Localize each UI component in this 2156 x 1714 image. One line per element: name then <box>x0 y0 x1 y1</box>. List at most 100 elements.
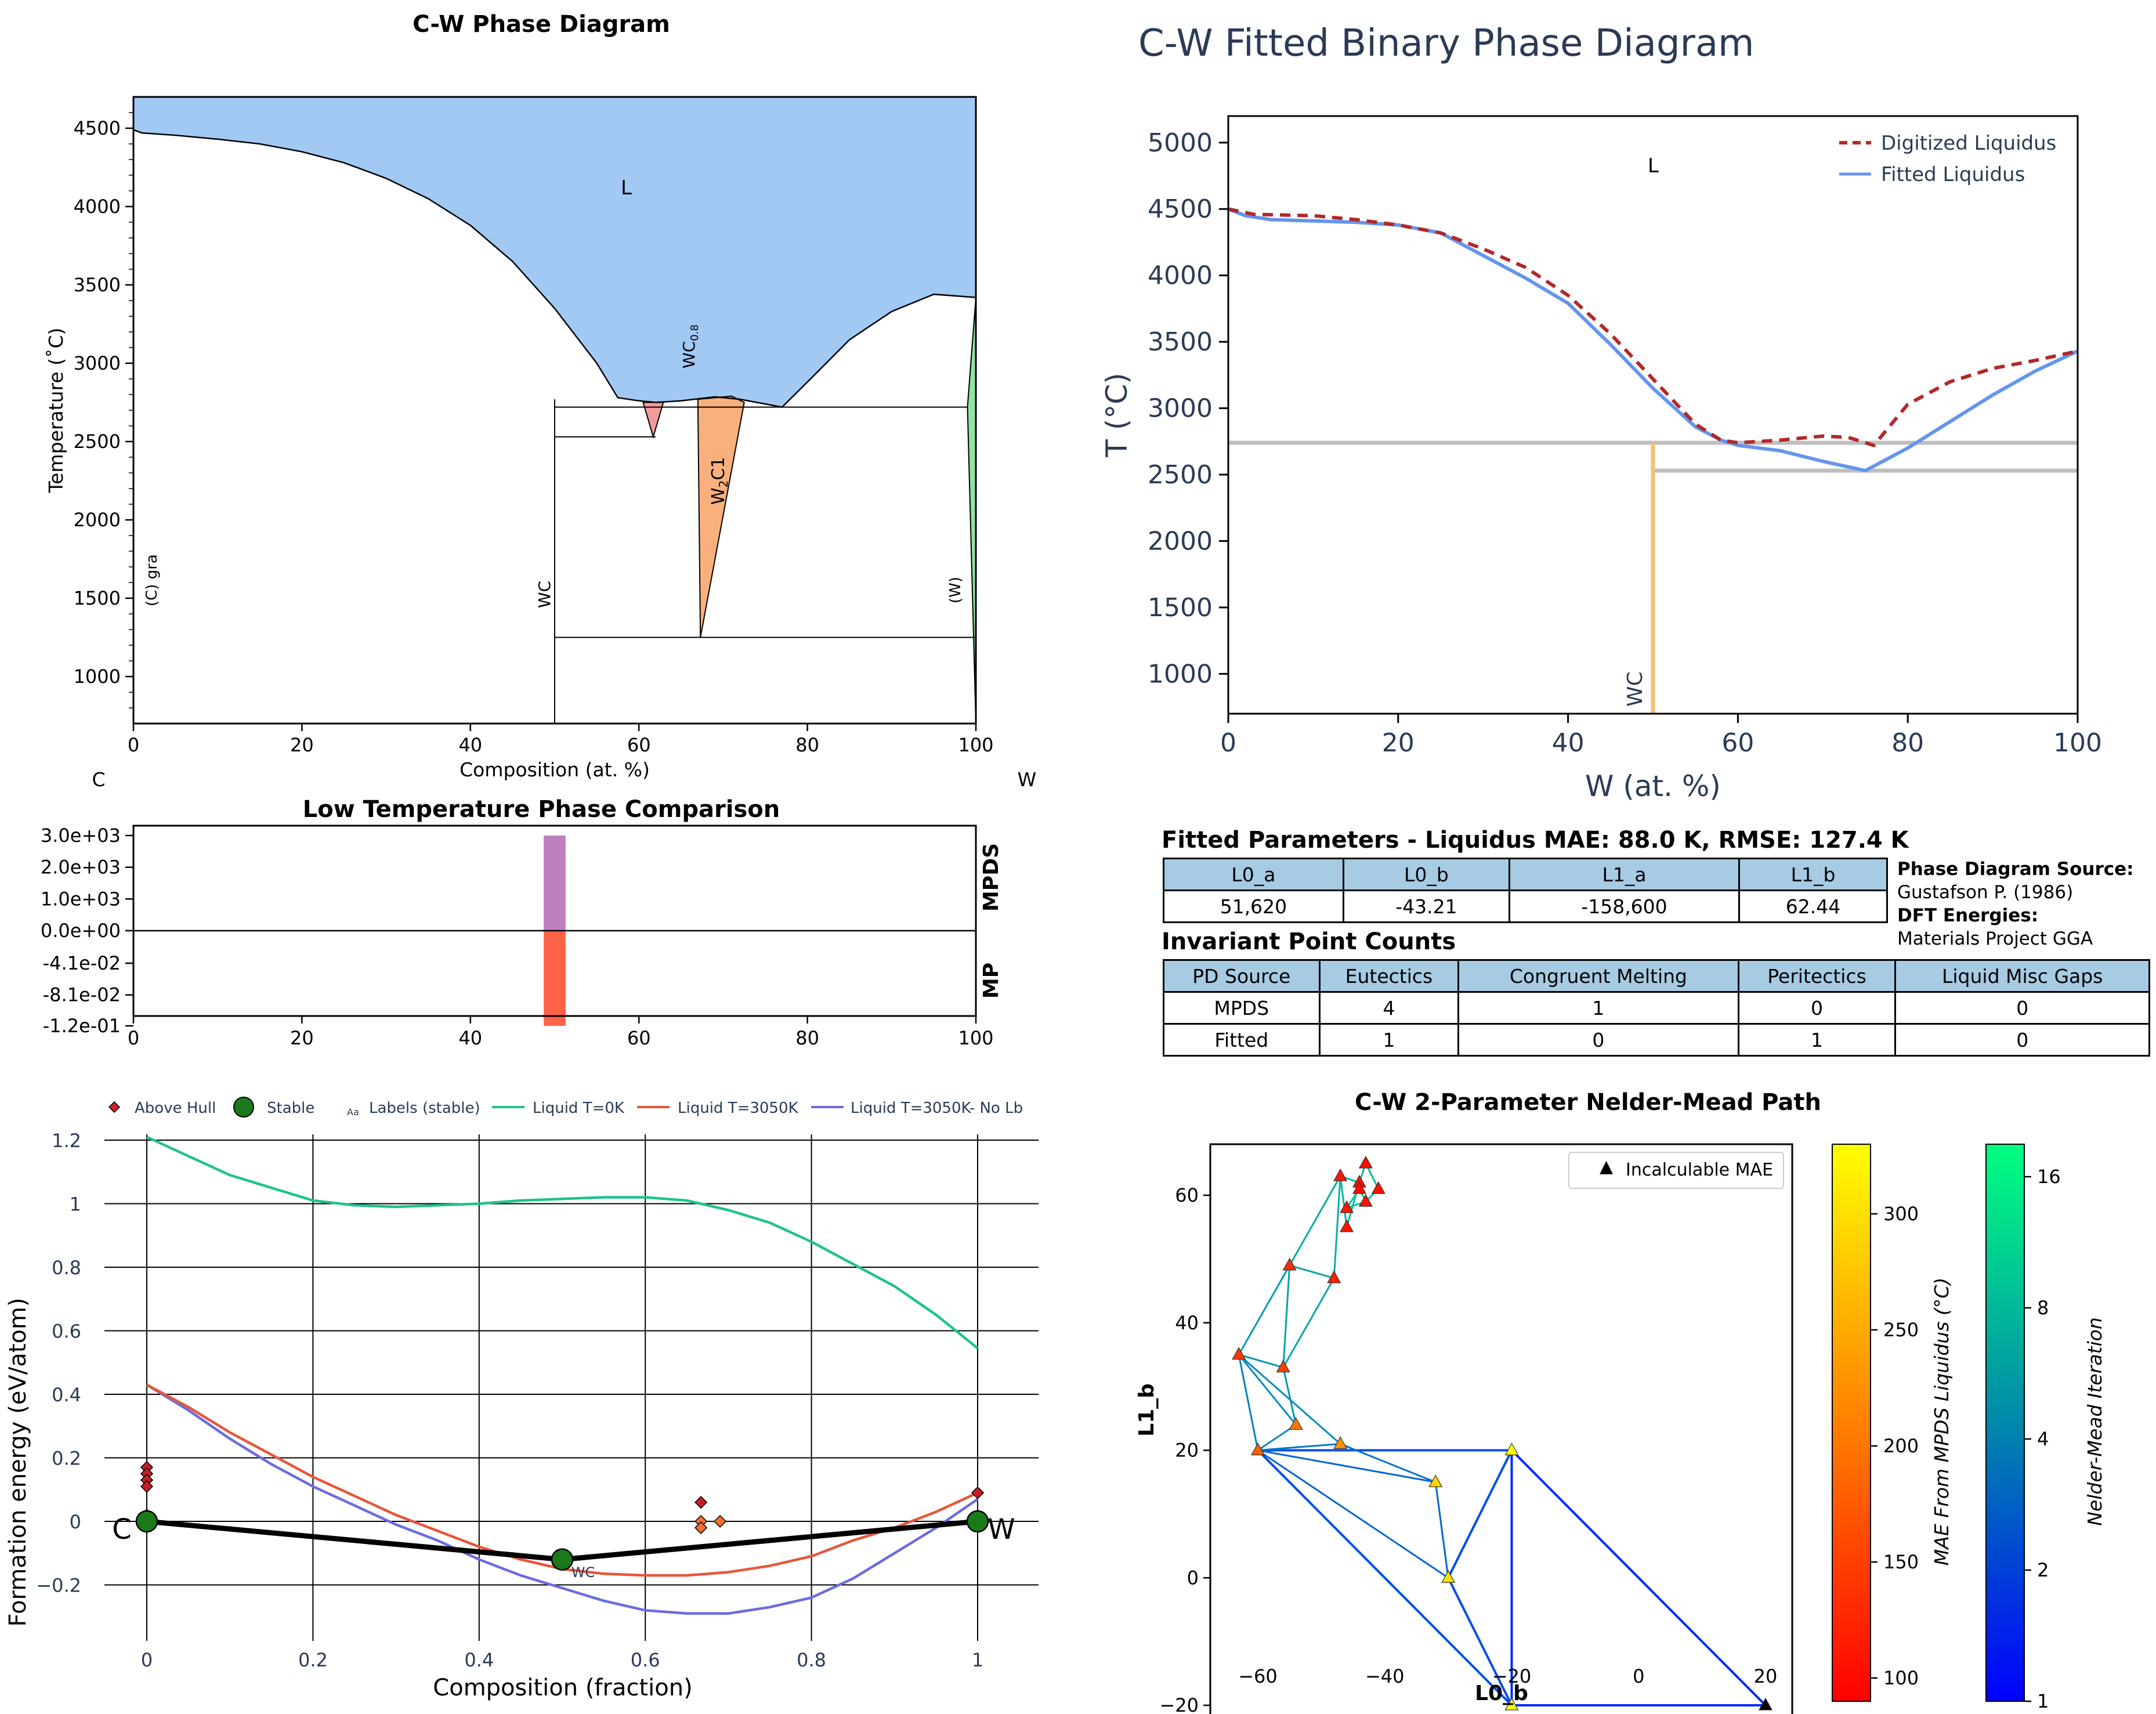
nm-vertex-marker <box>1333 1168 1348 1181</box>
legend-stable: Stable <box>267 1100 314 1117</box>
inv-header-eutectics: Eutectics <box>1318 959 1460 993</box>
hull-xlabel: Composition (fraction) <box>433 1675 692 1701</box>
low-temp-svg: Low Temperature Phase Comparison 3.0e+03… <box>41 796 1003 1049</box>
fitted-legend: Digitized Liquidus Fitted Liquidus <box>1839 132 2056 186</box>
x-tick-label: 0 <box>141 1649 153 1671</box>
above-hull-marker <box>714 1514 727 1528</box>
y-tick-label: 2000 <box>74 509 121 531</box>
left-element-label: C <box>92 768 105 791</box>
nm-vertex-marker <box>1327 1270 1341 1283</box>
inv-header-source: PD Source <box>1163 959 1321 993</box>
params-value-l0b: -43.21 <box>1342 889 1511 923</box>
compound-region <box>967 297 976 724</box>
y-tick-label: 2.0e+03 <box>41 856 121 878</box>
y-tick-label: 3000 <box>1148 394 1213 424</box>
inv-cell: 1 <box>1457 991 1739 1025</box>
nm-vertex-marker <box>1340 1219 1354 1232</box>
phase-diagram-title: C-W Phase Diagram <box>413 11 670 38</box>
inv-cell: 4 <box>1318 991 1460 1025</box>
params-value-l1b: 62.44 <box>1738 889 1889 923</box>
y-tick-label: 4000 <box>74 196 121 218</box>
stable-marker <box>551 1548 574 1571</box>
x-tick-label: 60 <box>1721 728 1754 758</box>
c-gra-region-label: (C) gra <box>143 554 161 606</box>
nm-path-edge <box>1289 1176 1341 1266</box>
y-tick-label: 1000 <box>74 666 121 688</box>
y-tick-label: 40 <box>1175 1312 1199 1334</box>
x-tick-label: 0 <box>128 1027 139 1049</box>
cbar1-tick-label: 300 <box>1883 1203 1919 1225</box>
cbar2-tick-label: 16 <box>2037 1166 2061 1188</box>
nm-path-edge <box>1238 1354 1297 1426</box>
y-tick-label: -4.1e-02 <box>43 952 121 974</box>
x-tick-label: 100 <box>2053 728 2102 758</box>
cbar2-tick-label: 1 <box>2037 1690 2049 1712</box>
x-tick-label: 20 <box>1754 1665 1778 1687</box>
x-tick-label: 80 <box>1891 728 1924 758</box>
fitted-liquid-label: L <box>1648 154 1659 178</box>
wc-region-label: WC <box>535 581 554 608</box>
params-header-l0b: L0_b <box>1342 858 1511 891</box>
cbar1-tick-label: 200 <box>1883 1435 1919 1457</box>
y-tick-label: -8.1e-02 <box>43 984 121 1006</box>
w2c-region-label: W2C1 <box>708 457 730 505</box>
x-tick-label: 20 <box>290 734 314 756</box>
liquid-t3050-nolb-line <box>146 1383 979 1615</box>
nm-path-edge <box>1238 1354 1284 1369</box>
x-tick-label: 0 <box>1633 1665 1644 1687</box>
hull-legend: Above Hull Stable Aa Labels (stable) Liq… <box>108 1097 1023 1118</box>
y-tick-label: 0 <box>70 1511 81 1533</box>
liquid-region <box>133 97 976 407</box>
dft-source-label: DFT Energies: <box>1897 905 2039 926</box>
iteration-colorbar-label: Nelder-Mead Iteration <box>2083 1317 2106 1526</box>
phase-diagram-svg: C-W Phase Diagram 0 20 40 60 80 100 1000 1500 20… <box>45 11 1037 791</box>
row-label-mp: MP <box>979 963 1003 999</box>
fitted-diagram-title: C-W Fitted Binary Phase Diagram <box>1138 22 1755 65</box>
row-label-mpds: MPDS <box>979 843 1003 912</box>
liquid-t0-line <box>146 1136 979 1350</box>
y-tick-label: 4000 <box>1148 261 1213 291</box>
low-temp-title: Low Temperature Phase Comparison <box>303 796 780 823</box>
fitted-compound-label: WC <box>1623 671 1647 707</box>
inv-header-congruent: Congruent Melting <box>1457 959 1739 993</box>
hull-panel: Above Hull Stable Aa Labels (stable) Liq… <box>0 1079 1085 1714</box>
x-tick-label: 1 <box>972 1649 983 1671</box>
nm-frame <box>1209 1143 1793 1714</box>
nm-path-edge <box>1282 1265 1291 1368</box>
y-tick-label: −0.2 <box>36 1575 81 1597</box>
x-tick-label: 0.6 <box>631 1649 660 1671</box>
above-hull-marker <box>694 1496 708 1509</box>
legend-liq3050: Liquid T=3050K <box>678 1100 799 1117</box>
nm-path-edge <box>1289 1264 1334 1279</box>
fitted-diagram-ylabel: T (°C) <box>1100 373 1134 457</box>
y-tick-label: −20 <box>1159 1694 1199 1714</box>
x-tick-label: 40 <box>458 734 482 756</box>
y-tick-label: 1.2 <box>52 1130 81 1152</box>
iteration-colorbar <box>1985 1144 2025 1702</box>
low-temp-panel: Low Temperature Phase Comparison 3.0e+03… <box>0 789 1085 1079</box>
nm-path-edge <box>1333 1176 1341 1278</box>
cbar2-tick-label: 2 <box>2037 1559 2049 1581</box>
y-tick-label: 5000 <box>1148 128 1213 158</box>
above-hull-marker <box>140 1480 154 1493</box>
invariants-table: PD Source Eutectics Congruent Melting Pe… <box>1163 959 2150 1057</box>
hull-label-w: W <box>987 1513 1015 1546</box>
nm-vertex-marker <box>1289 1417 1303 1430</box>
y-tick-label: -1.2e-01 <box>43 1015 121 1037</box>
inv-cell: Fitted <box>1163 1023 1321 1057</box>
nm-path-edge <box>1238 1354 1259 1451</box>
y-tick-label: 3500 <box>74 274 121 296</box>
nm-vertex-marker <box>1758 1697 1773 1711</box>
inv-cell: 1 <box>1318 1023 1460 1057</box>
right-element-label: W <box>1018 768 1037 791</box>
nm-vertex-marker <box>1358 1194 1373 1207</box>
inv-cell: 0 <box>1457 1023 1739 1057</box>
nm-path-edge <box>1257 1449 1449 1579</box>
nm-vertex-marker <box>1358 1155 1373 1169</box>
pd-source-label: Phase Diagram Source: <box>1897 859 2134 880</box>
y-tick-label: 0.6 <box>52 1321 81 1343</box>
inv-cell: 0 <box>1894 991 2150 1025</box>
y-tick-label: 0 <box>1187 1567 1199 1589</box>
hull-ylabel: Formation energy (eV/atom) <box>5 1298 31 1627</box>
liquidus-line <box>133 129 976 408</box>
